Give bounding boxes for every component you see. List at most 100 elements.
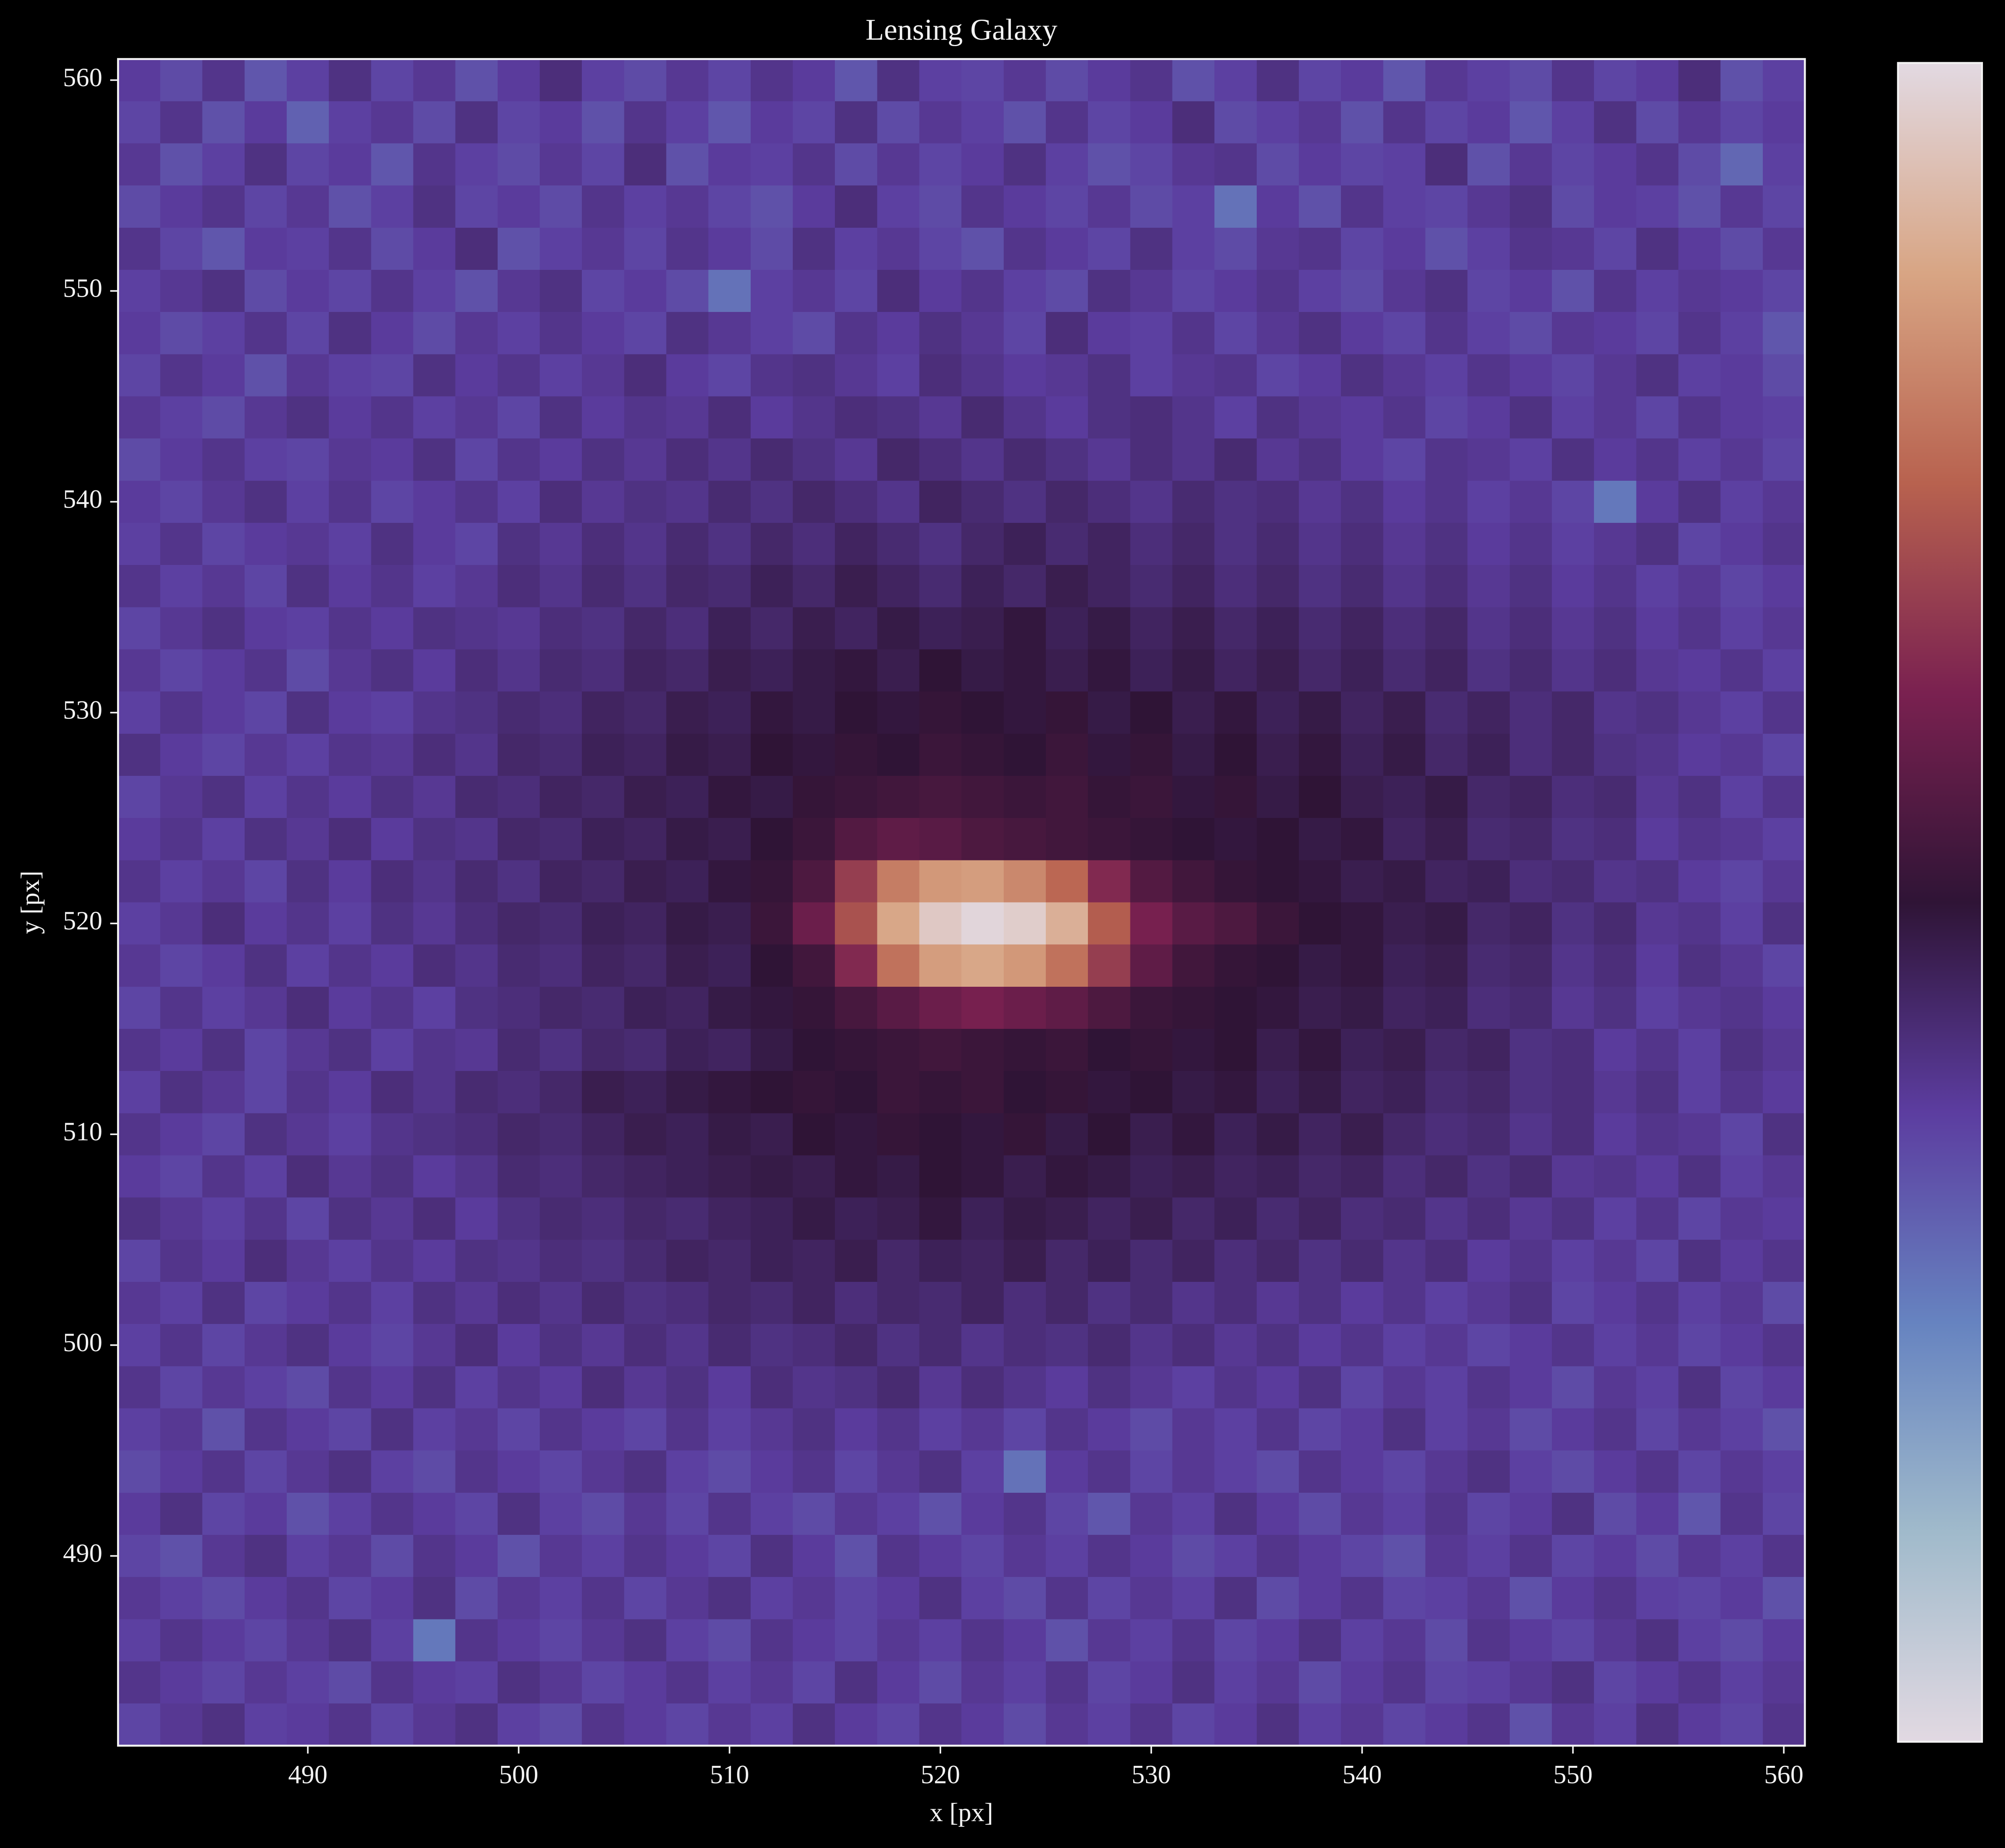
heatmap-cell xyxy=(287,59,330,102)
heatmap-cell xyxy=(1636,776,1679,819)
heatmap-cell xyxy=(1551,565,1595,608)
heatmap-cell xyxy=(118,691,161,735)
heatmap-cell xyxy=(877,1113,920,1156)
heatmap-cell xyxy=(708,354,751,397)
heatmap-cell xyxy=(1425,607,1468,650)
heatmap-cell xyxy=(1298,1577,1342,1620)
heatmap-cell xyxy=(202,396,245,439)
heatmap-cell xyxy=(202,733,245,777)
heatmap-cell xyxy=(1341,354,1384,397)
heatmap-cell xyxy=(1130,1577,1173,1620)
heatmap-cell xyxy=(919,1619,962,1662)
heatmap-cell xyxy=(1341,101,1384,144)
heatmap-cell xyxy=(1762,1492,1806,1536)
heatmap-cell xyxy=(329,523,372,566)
heatmap-cell xyxy=(961,354,1005,397)
heatmap-cell xyxy=(202,1282,245,1325)
heatmap-cell xyxy=(1636,986,1679,1030)
heatmap-cell xyxy=(1678,312,1721,355)
heatmap-cell xyxy=(1720,986,1764,1030)
heatmap-cell xyxy=(118,1450,161,1494)
heatmap-cell xyxy=(961,733,1005,777)
heatmap-cell xyxy=(371,691,414,735)
heatmap-cell xyxy=(1003,1239,1047,1283)
heatmap-cell xyxy=(1172,1619,1215,1662)
heatmap-cell xyxy=(708,691,751,735)
heatmap-cell xyxy=(624,607,667,650)
heatmap-cell xyxy=(329,1071,372,1114)
heatmap-cell xyxy=(1509,270,1553,313)
heatmap-cell xyxy=(1256,143,1300,186)
heatmap-cell xyxy=(1341,1577,1384,1620)
heatmap-cell xyxy=(371,1703,414,1747)
heatmap-cell xyxy=(371,1661,414,1704)
heatmap-cell xyxy=(1551,1282,1595,1325)
heatmap-cell xyxy=(750,776,794,819)
heatmap-cell xyxy=(160,1239,203,1283)
heatmap-cell xyxy=(835,438,878,482)
heatmap-cell xyxy=(1636,1155,1679,1198)
heatmap-cell xyxy=(1003,480,1047,524)
heatmap-cell xyxy=(793,1408,836,1451)
heatmap-cell xyxy=(1046,1661,1089,1704)
heatmap-cell xyxy=(1636,143,1679,186)
x-tick-label: 520 xyxy=(921,1760,960,1789)
heatmap-cell xyxy=(793,143,836,186)
heatmap-cell xyxy=(202,270,245,313)
heatmap-cell xyxy=(919,1155,962,1198)
heatmap-cell xyxy=(1551,902,1595,945)
heatmap-cell xyxy=(708,1029,751,1072)
heatmap-cell xyxy=(1003,1661,1047,1704)
heatmap-cell xyxy=(202,185,245,229)
heatmap-cell xyxy=(1256,565,1300,608)
heatmap-cell xyxy=(1046,1155,1089,1198)
heatmap-cell xyxy=(329,1408,372,1451)
heatmap-cell xyxy=(371,1197,414,1241)
heatmap-cell xyxy=(1341,1703,1384,1747)
heatmap-cell xyxy=(666,227,709,271)
heatmap-cell xyxy=(1130,1282,1173,1325)
x-tick-label: 510 xyxy=(710,1760,749,1789)
heatmap-cell xyxy=(1341,1366,1384,1409)
heatmap-cell xyxy=(708,101,751,144)
heatmap-cell xyxy=(160,312,203,355)
heatmap-cell xyxy=(244,143,288,186)
heatmap-cell xyxy=(455,59,498,102)
heatmap-cell xyxy=(1046,1619,1089,1662)
heatmap-cell xyxy=(1172,1324,1215,1367)
heatmap-cell xyxy=(1720,565,1764,608)
heatmap-cell xyxy=(118,396,161,439)
heatmap-cell xyxy=(1130,1071,1173,1114)
heatmap-cell xyxy=(160,1113,203,1156)
heatmap-cell xyxy=(1046,860,1089,903)
heatmap-cell xyxy=(540,818,583,861)
heatmap-cell xyxy=(919,986,962,1030)
heatmap-cell xyxy=(1762,1661,1806,1704)
heatmap-cell xyxy=(1046,480,1089,524)
heatmap-cell xyxy=(329,691,372,735)
heatmap-cell xyxy=(287,818,330,861)
heatmap-cell xyxy=(1762,270,1806,313)
heatmap-cell xyxy=(1130,776,1173,819)
heatmap-cell xyxy=(1214,1239,1258,1283)
heatmap-cell xyxy=(329,438,372,482)
heatmap-cell xyxy=(160,1029,203,1072)
heatmap-cell xyxy=(1214,438,1258,482)
heatmap-cell xyxy=(202,312,245,355)
heatmap-cell xyxy=(1214,944,1258,988)
heatmap-cell xyxy=(961,438,1005,482)
heatmap-cell xyxy=(1509,1619,1553,1662)
heatmap-cell xyxy=(244,1661,288,1704)
heatmap-cell xyxy=(413,523,456,566)
heatmap-cell xyxy=(1678,1197,1721,1241)
heatmap-cell xyxy=(540,776,583,819)
heatmap-cell xyxy=(1046,1029,1089,1072)
heatmap-cell xyxy=(455,1703,498,1747)
heatmap-cell xyxy=(1720,1703,1764,1747)
heatmap-cell xyxy=(1509,1282,1553,1325)
heatmap-cell xyxy=(1720,59,1764,102)
heatmap-cell xyxy=(877,607,920,650)
heatmap-cell xyxy=(118,480,161,524)
heatmap-cell xyxy=(1130,1239,1173,1283)
heatmap-cell xyxy=(160,227,203,271)
